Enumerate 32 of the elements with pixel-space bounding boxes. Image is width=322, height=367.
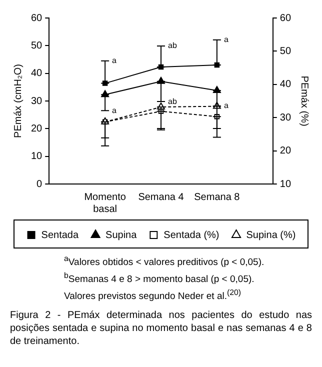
x-tick-label: Semana 8 bbox=[194, 192, 240, 203]
legend-label: Sentada (%) bbox=[164, 230, 220, 241]
y2-tick-label: 10 bbox=[280, 178, 292, 190]
y-tick-label: 0 bbox=[36, 178, 43, 190]
text: Figura 2 - PEmáx determinada nos pacientes do estudo nas posições sentada e supina no momento basal e nas semanas 4 e 8 de treinamento. bbox=[10, 309, 312, 348]
annotation: a bbox=[224, 101, 229, 110]
legend-label: Supina bbox=[106, 230, 138, 241]
y-tick-label: 30 bbox=[31, 96, 43, 107]
annotation: a bbox=[224, 35, 229, 44]
annotation: ab bbox=[168, 41, 178, 50]
y-tick-label: 50 bbox=[31, 40, 43, 52]
text: $^{b}$Semanas 4 e 8 > momento basal (p < 0,05). bbox=[64, 270, 256, 286]
annotation: a bbox=[112, 106, 118, 115]
y2-tick-label: 40 bbox=[280, 79, 292, 90]
y-tick-label: 10 bbox=[31, 151, 43, 162]
y-tick-label: 40 bbox=[31, 68, 43, 80]
y2-tick-label: 20 bbox=[280, 146, 292, 157]
legend-label: Supina (%) bbox=[246, 230, 296, 241]
text: Valores previstos segundo Neder et al.$^{(20)}$ bbox=[64, 287, 242, 304]
y2-tick-label: 50 bbox=[280, 46, 292, 57]
y-tick-label: 20 bbox=[31, 123, 43, 134]
annotation: a bbox=[112, 56, 118, 66]
y2-tick-label: 30 bbox=[280, 112, 292, 124]
y-tick-label: 60 bbox=[31, 12, 43, 24]
y2-axis-title: PEmáx (%) bbox=[298, 76, 310, 126]
y-axis-title: PEmáx (cmH₂O) bbox=[12, 64, 24, 138]
x-tick-label: Semana 4 bbox=[138, 192, 184, 203]
annotation: ab bbox=[168, 96, 178, 106]
y2-tick-label: 60 bbox=[280, 12, 292, 24]
text: $^{a}$Valores obtidos < valores preditivos (p < 0,05). bbox=[64, 253, 266, 270]
legend-label: Sentada bbox=[41, 230, 79, 241]
x-tick-label: Momento basal bbox=[84, 192, 126, 215]
